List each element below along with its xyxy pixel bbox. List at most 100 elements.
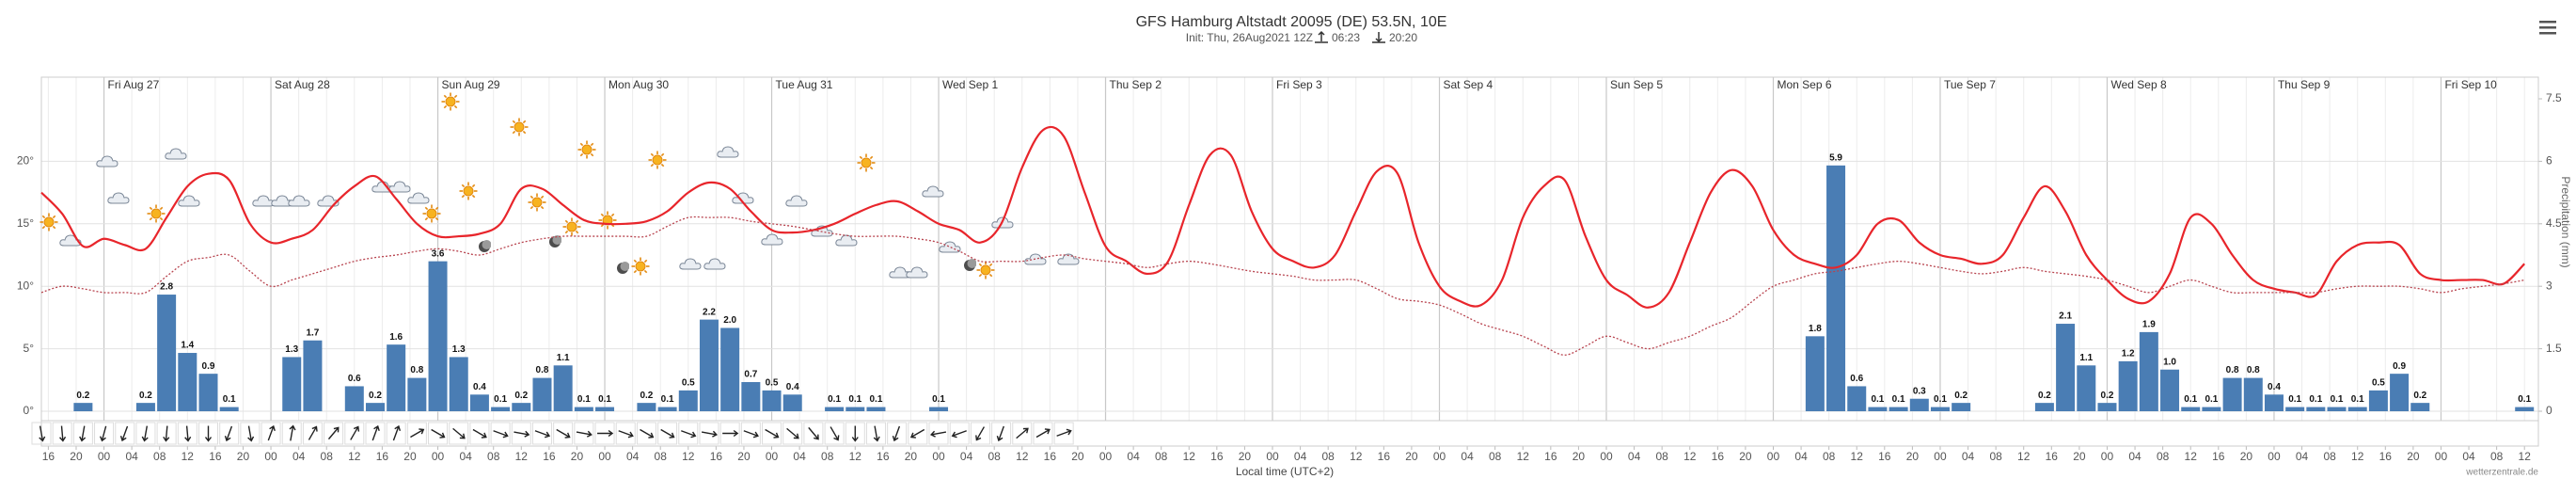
wind-cell <box>531 422 552 445</box>
precipitation-label: 0.1 <box>2351 394 2364 405</box>
precipitation-label: 0.9 <box>2393 361 2406 372</box>
precipitation-label: 0.8 <box>2247 365 2260 375</box>
hour-tick-label: 12 <box>1851 450 1864 463</box>
cloud-icon <box>906 266 928 279</box>
day-tick-label: Sun Aug 29 <box>442 78 500 91</box>
hour-tick-label: 12 <box>2185 450 2198 463</box>
wind-arrow <box>534 430 551 439</box>
wind-arrow <box>808 426 819 440</box>
day-tick-label: Sat Sep 4 <box>1444 78 1493 91</box>
precipitation-label: 0.3 <box>1913 386 1926 396</box>
cloud-icon <box>178 195 200 207</box>
precipitation-bar <box>2077 365 2096 411</box>
wind-cell <box>678 422 699 445</box>
day-tick-label: Wed Sep 1 <box>942 78 998 91</box>
precipitation-bar <box>157 295 177 411</box>
precipitation-bar <box>866 407 886 411</box>
moon-icon <box>617 262 629 274</box>
wind-cell <box>699 422 719 445</box>
wind-arrow <box>681 430 697 439</box>
wind-arrow <box>204 425 213 442</box>
wind-arrow <box>392 424 402 441</box>
y-tick-label: 0° <box>24 404 35 417</box>
wind-cell <box>762 422 782 445</box>
wind-cell <box>594 422 615 445</box>
hour-tick-label: 00 <box>2268 450 2281 463</box>
day-tick-label: Tue Sep 7 <box>1944 78 1996 91</box>
precipitation-bar <box>2306 407 2326 411</box>
precipitation-bar <box>2243 377 2263 411</box>
hour-tick-label: 08 <box>988 450 1002 463</box>
precipitation-bar <box>449 357 468 411</box>
precipitation-label: 0.1 <box>2331 394 2344 405</box>
hour-tick-label: 04 <box>292 450 306 463</box>
wind-arrow <box>39 425 46 442</box>
wind-arrow <box>996 425 1004 442</box>
hour-tick-label: 20 <box>1739 450 1752 463</box>
precipitation-bar <box>574 407 593 411</box>
menu-icon[interactable] <box>2539 21 2556 35</box>
hour-tick-label: 08 <box>1989 450 2002 463</box>
wind-arrow <box>765 428 780 439</box>
wind-arrow <box>79 425 87 442</box>
precipitation-bar <box>198 374 218 411</box>
hour-tick-label: 16 <box>877 450 890 463</box>
precipitation-label: 0.1 <box>598 394 611 405</box>
precipitation-label: 0.1 <box>870 394 883 405</box>
precipitation-label: 0.2 <box>1954 391 1968 401</box>
hour-tick-label: 12 <box>682 450 695 463</box>
sunrise-icon <box>1315 30 1328 43</box>
precipitation-bar <box>825 407 845 411</box>
sun-icon <box>459 182 478 200</box>
wind-cell <box>1033 422 1053 445</box>
wind-cell <box>865 422 886 445</box>
precipitation-label: 0.2 <box>139 391 152 401</box>
hour-tick-label: 16 <box>2046 450 2059 463</box>
precipitation-label: 1.1 <box>2079 353 2093 363</box>
hour-tick-label: 00 <box>932 450 945 463</box>
sunset-icon <box>1372 32 1385 43</box>
hour-tick-label: 04 <box>1628 450 1641 463</box>
sun-icon <box>40 213 58 232</box>
wind-cell <box>31 422 52 445</box>
hour-tick-label: 20 <box>1071 450 1084 463</box>
hour-tick-label: 00 <box>766 450 779 463</box>
precipitation-bar <box>2139 331 2158 411</box>
wind-cell <box>490 422 511 445</box>
hour-tick-label: 00 <box>1099 450 1113 463</box>
precipitation-bar <box>407 377 427 411</box>
precipitation-label: 0.5 <box>766 378 779 389</box>
y-tick-label: 10° <box>17 279 34 292</box>
y2-axis-title: Precipitation (mm) <box>2559 176 2572 267</box>
precipitation-label: 3.6 <box>432 248 445 259</box>
hour-tick-label: 16 <box>1378 450 1391 463</box>
precipitation-bar <box>1952 403 1971 411</box>
wind-arrow <box>514 430 530 438</box>
precipitation-label: 0.4 <box>786 382 799 392</box>
precipitation-label: 0.5 <box>682 378 695 389</box>
hour-tick-label: 04 <box>125 450 138 463</box>
precipitation-bar <box>2347 407 2367 411</box>
precipitation-label: 0.1 <box>1871 394 1884 405</box>
sun-icon <box>422 204 441 223</box>
wind-cell <box>406 422 427 445</box>
hour-tick-label: 00 <box>264 450 277 463</box>
precipitation-bar <box>762 390 782 411</box>
hour-tick-label: 16 <box>209 450 222 463</box>
hour-tick-label: 20 <box>571 450 584 463</box>
precipitation-bar <box>344 386 364 411</box>
hour-tick-label: 04 <box>1127 450 1140 463</box>
hour-tick-label: 04 <box>459 450 472 463</box>
precipitation-label: 0.2 <box>2413 391 2426 401</box>
hour-tick-label: 08 <box>821 450 834 463</box>
wind-cell <box>240 422 261 445</box>
cloud-icon <box>107 192 130 204</box>
hour-tick-label: 04 <box>626 450 640 463</box>
wind-arrow <box>493 430 509 439</box>
wind-cell <box>302 422 323 445</box>
hour-tick-label: 16 <box>1878 450 1891 463</box>
wind-arrow <box>1035 428 1051 439</box>
temperature-line <box>40 125 2525 309</box>
sun-icon <box>441 92 460 111</box>
precipitation-label: 2.2 <box>703 307 716 317</box>
